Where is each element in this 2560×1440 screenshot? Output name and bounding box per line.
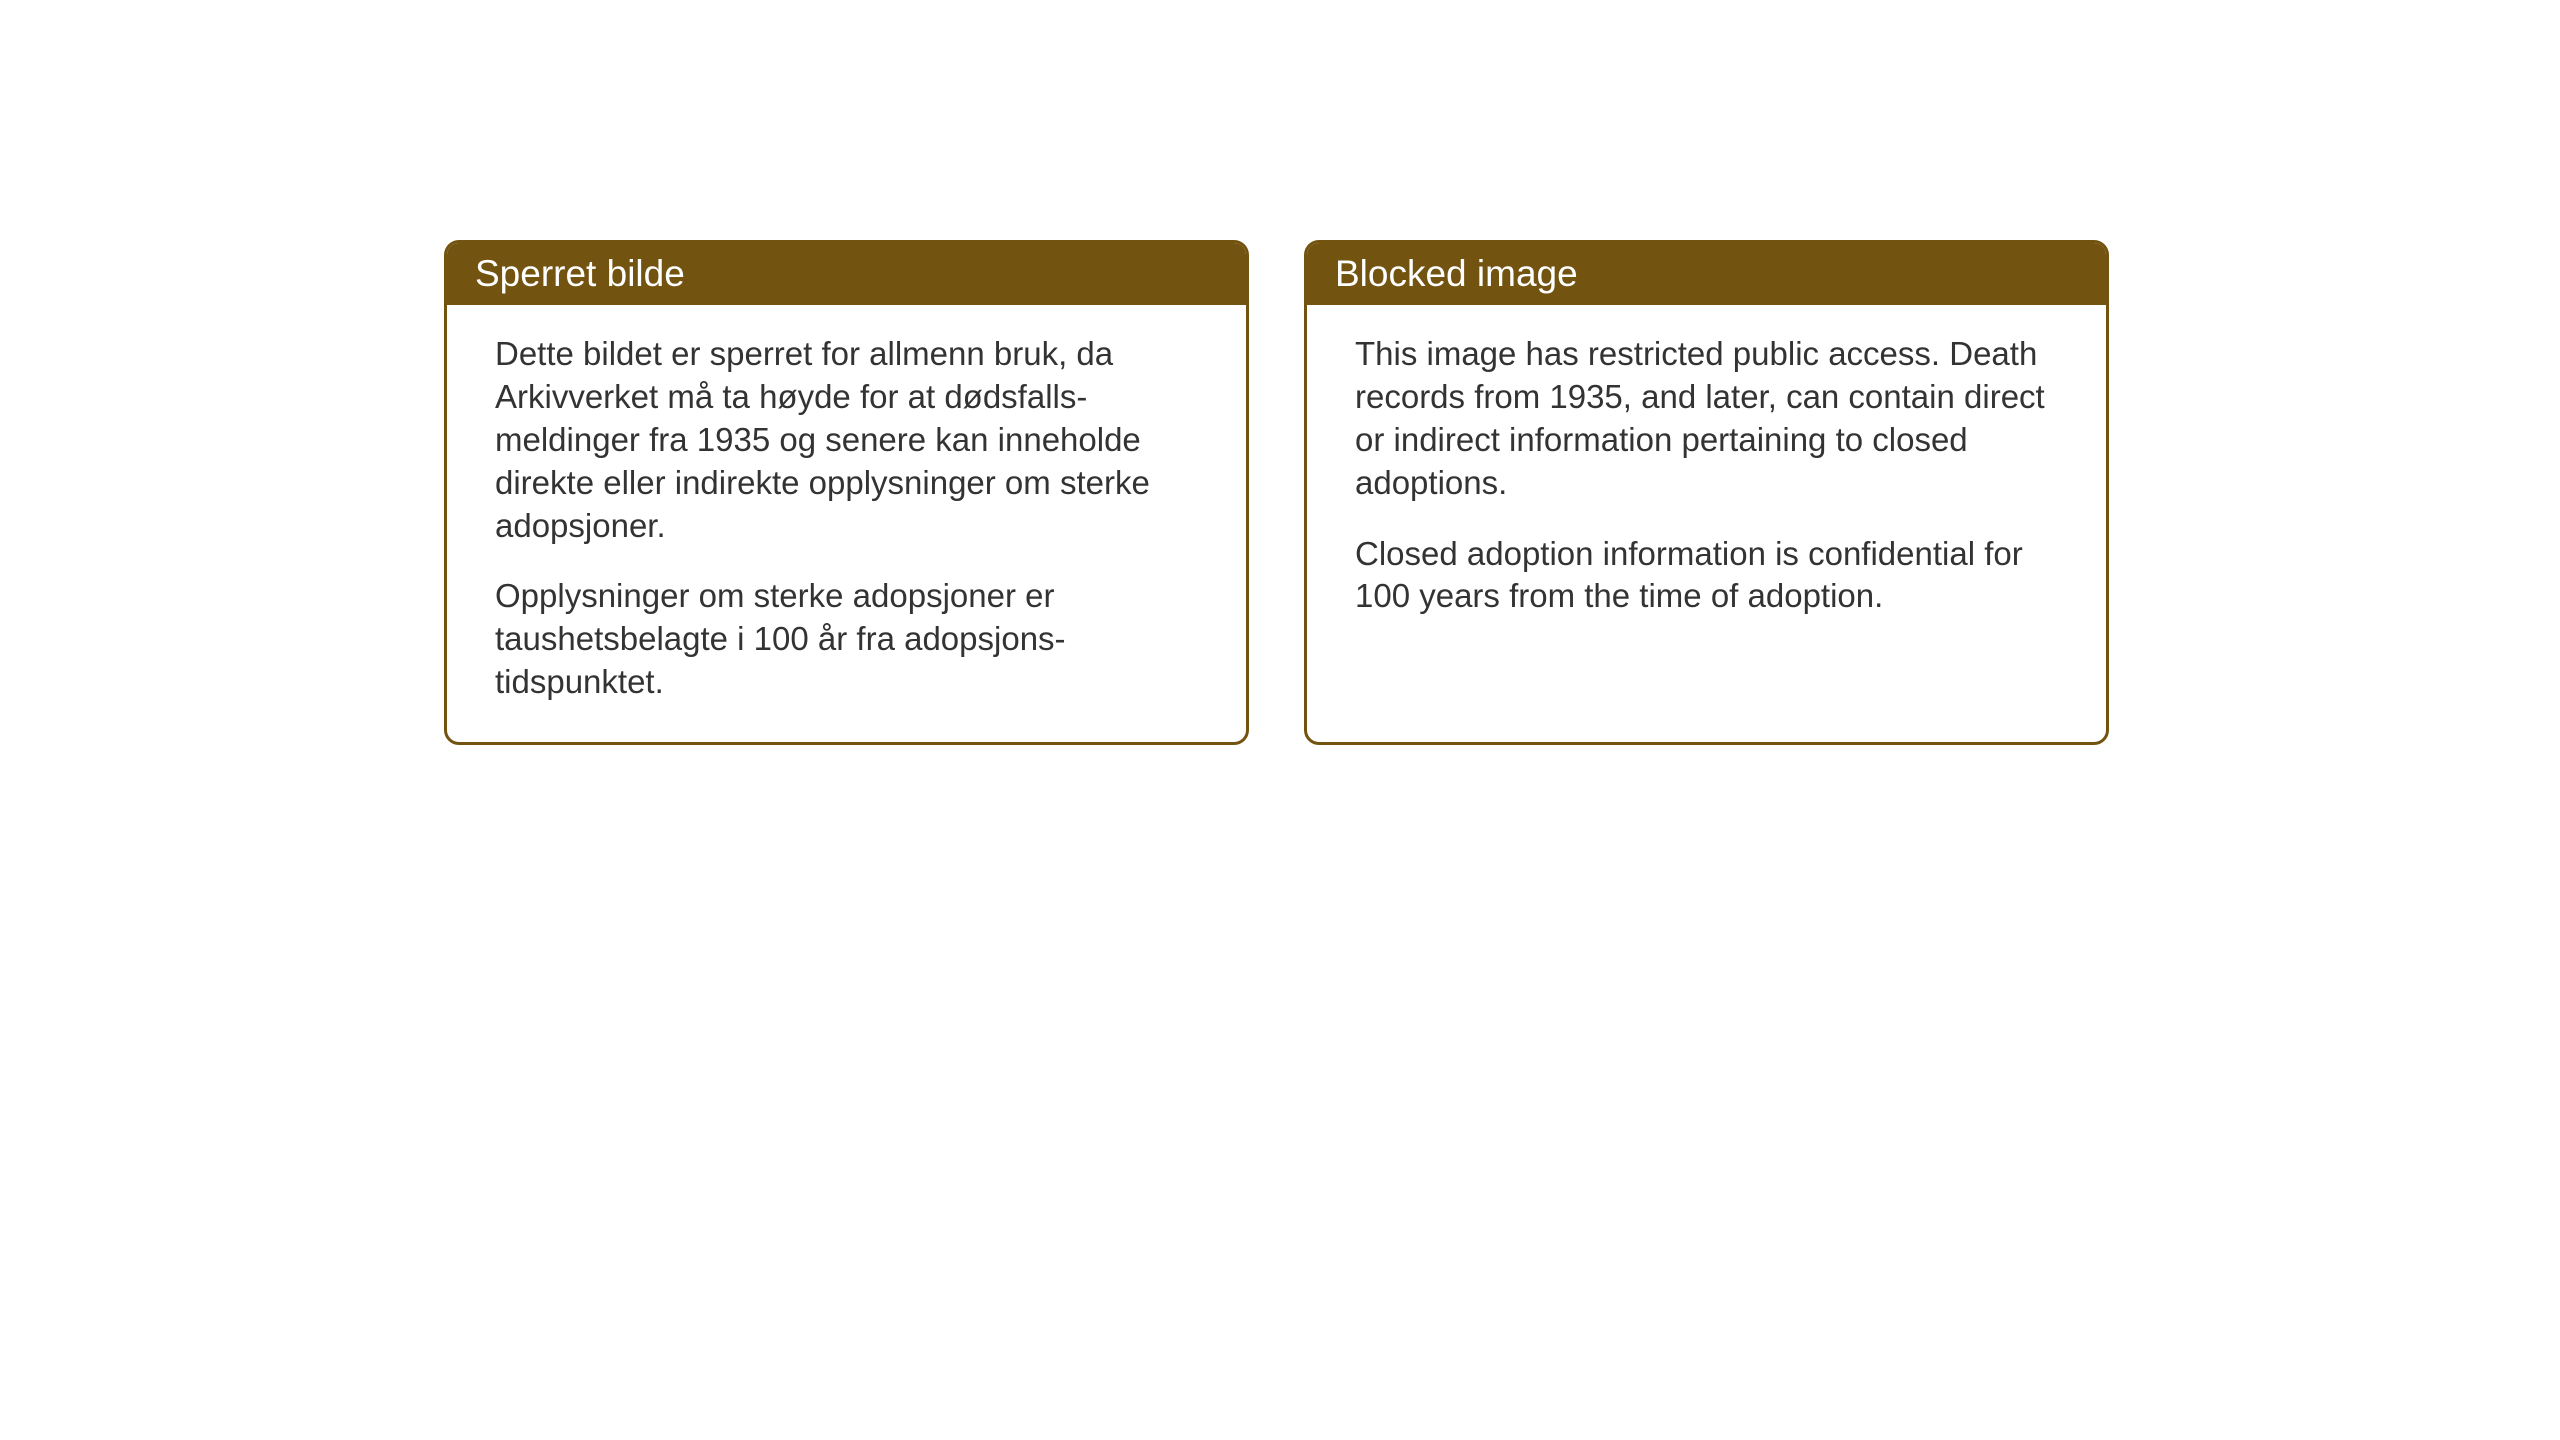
norwegian-paragraph-1: Dette bildet er sperret for allmenn bruk… <box>495 333 1198 547</box>
norwegian-card: Sperret bilde Dette bildet er sperret fo… <box>444 240 1249 745</box>
cards-container: Sperret bilde Dette bildet er sperret fo… <box>444 240 2109 745</box>
english-card-header: Blocked image <box>1307 243 2106 305</box>
english-card: Blocked image This image has restricted … <box>1304 240 2109 745</box>
english-paragraph-1: This image has restricted public access.… <box>1355 333 2058 505</box>
english-paragraph-2: Closed adoption information is confident… <box>1355 533 2058 619</box>
norwegian-card-body: Dette bildet er sperret for allmenn bruk… <box>447 305 1246 742</box>
norwegian-paragraph-2: Opplysninger om sterke adopsjoner er tau… <box>495 575 1198 704</box>
norwegian-card-header: Sperret bilde <box>447 243 1246 305</box>
english-card-body: This image has restricted public access.… <box>1307 305 2106 656</box>
